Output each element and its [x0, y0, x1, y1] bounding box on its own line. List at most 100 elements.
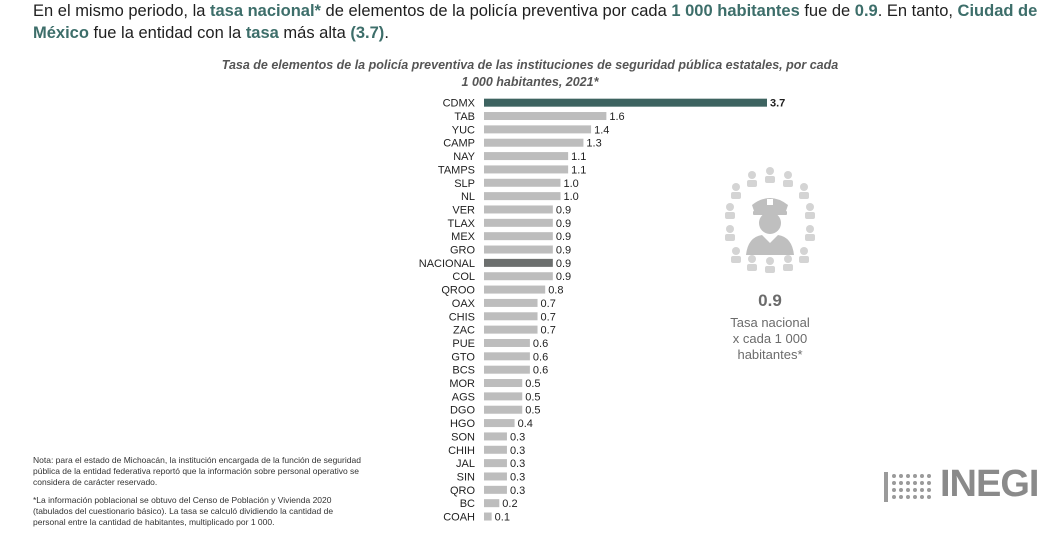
bar-label-bc: BC [460, 498, 475, 510]
bar-tlax [484, 218, 553, 227]
chart-title-line-1: Tasa de elementos de la policía preventi… [221, 58, 839, 72]
caption-line-1: Tasa nacional [730, 315, 810, 330]
bar-value-zac: 0.7 [541, 325, 556, 337]
inegi-logo-text: INEGI [940, 463, 1039, 505]
bar-value-pue: 0.6 [533, 338, 548, 350]
bar-chis [484, 312, 538, 321]
national-rate-caption: Tasa nacional x cada 1 000 habitantes* [690, 315, 850, 363]
bar-gto [484, 352, 530, 361]
bar-label-ags: AGS [452, 391, 475, 403]
bar-label-yuc: YUC [452, 124, 475, 136]
footnote-population: *La información poblacional se obtuvo de… [33, 495, 334, 527]
caption-line-3: habitantes* [737, 347, 803, 362]
bar-label-jal: JAL [456, 458, 475, 470]
bar-value-hgo: 0.4 [518, 418, 533, 430]
bar-label-camp: CAMP [443, 138, 475, 150]
intro-text-1: En el mismo periodo, la [33, 2, 210, 20]
bar-value-ags: 0.5 [525, 391, 540, 403]
bar-jal [484, 459, 507, 468]
intro-text-4: . En tanto, [877, 2, 958, 20]
intro-highlight-2: 1 000 habitantes [671, 2, 800, 20]
bar-oax [484, 298, 538, 307]
bar-label-tamps: TAMPS [438, 164, 475, 176]
bar-son [484, 432, 507, 441]
bar-coah [484, 512, 492, 521]
bar-value-chih: 0.3 [510, 445, 525, 457]
bar-value-chis: 0.7 [541, 311, 556, 323]
bar-nay [484, 152, 569, 161]
bar-label-nay: NAY [453, 151, 475, 163]
bar-value-bcs: 0.6 [533, 365, 548, 377]
bar-value-gro: 0.9 [556, 245, 571, 257]
chart-title: Tasa de elementos de la policía preventi… [160, 57, 900, 91]
bar-value-son: 0.3 [510, 431, 525, 443]
bar-ags [484, 392, 523, 401]
bar-gro [484, 245, 553, 254]
bar-mex [484, 232, 553, 241]
bar-value-yuc: 1.4 [594, 124, 609, 136]
bar-label-col: COL [452, 271, 475, 283]
inegi-logo-icon [884, 472, 931, 502]
bar-label-oax: OAX [452, 298, 476, 310]
bar-label-gto: GTO [451, 351, 475, 363]
bar-nl [484, 192, 561, 201]
bar-bcs [484, 365, 530, 374]
bar-value-qro: 0.3 [510, 485, 525, 497]
intro-highlight-4: Ciudad de México [33, 2, 1038, 42]
intro-text-7: . [384, 24, 389, 42]
caption-line-2: x cada 1 000 [732, 331, 808, 346]
bar-dgo [484, 405, 523, 414]
bar-label-hgo: HGO [450, 418, 476, 430]
bar-value-qroo: 0.8 [548, 285, 563, 297]
bar-label-chih: CHIH [448, 445, 475, 457]
bar-label-bcs: BCS [452, 365, 475, 377]
bar-label-cdmx: CDMX [443, 98, 476, 110]
bar-value-tab: 1.6 [609, 111, 624, 123]
intro-text-3: fue de [799, 2, 855, 20]
bar-label-slp: SLP [454, 178, 475, 190]
bar-label-qro: QRO [450, 485, 476, 497]
bar-label-coah: COAH [443, 512, 475, 524]
bar-value-mor: 0.5 [525, 378, 540, 390]
bar-value-col: 0.9 [556, 271, 571, 283]
bar-value-dgo: 0.5 [525, 405, 540, 417]
bar-camp [484, 138, 584, 147]
bar-col [484, 272, 553, 281]
bar-value-camp: 1.3 [586, 138, 601, 150]
bar-qro [484, 485, 507, 494]
bar-label-sin: SIN [457, 471, 475, 483]
intro-highlight-1: tasa nacional* [210, 2, 321, 20]
bar-cdmx [484, 98, 767, 107]
bar-hgo [484, 419, 515, 428]
intro-text-2: de elementos de la policía preventiva po… [320, 2, 672, 20]
bar-bc [484, 499, 500, 508]
bar-value-cdmx: 3.7 [770, 98, 785, 110]
bar-value-nay: 1.1 [571, 151, 586, 163]
bar-value-nacional: 0.9 [556, 258, 571, 270]
chart-title-line-2: 1 000 habitantes, 2021* [461, 75, 599, 89]
police-group-icon [725, 167, 815, 273]
bar-label-tlax: TLAX [447, 218, 475, 230]
bar-value-tamps: 1.1 [571, 164, 586, 176]
bar-mor [484, 379, 523, 388]
bar-value-bc: 0.2 [502, 498, 517, 510]
bar-label-qroo: QROO [441, 285, 475, 297]
bar-value-slp: 1.0 [563, 178, 578, 190]
bar-value-mex: 0.9 [556, 231, 571, 243]
bar-yuc [484, 125, 592, 134]
bar-value-coah: 0.1 [495, 512, 510, 524]
bar-label-nacional: NACIONAL [419, 258, 475, 270]
bar-label-nl: NL [461, 191, 475, 203]
intro-text-6: más alta [278, 24, 351, 42]
bar-chih [484, 445, 507, 454]
bar-tab [484, 112, 607, 121]
bar-label-tab: TAB [454, 111, 475, 123]
bar-label-ver: VER [452, 204, 475, 216]
bar-label-gro: GRO [450, 245, 476, 257]
national-rate-value: 0.9 [758, 291, 782, 310]
bar-label-pue: PUE [452, 338, 475, 350]
bar-value-ver: 0.9 [556, 204, 571, 216]
bar-nacional [484, 258, 553, 267]
bar-qroo [484, 285, 546, 294]
